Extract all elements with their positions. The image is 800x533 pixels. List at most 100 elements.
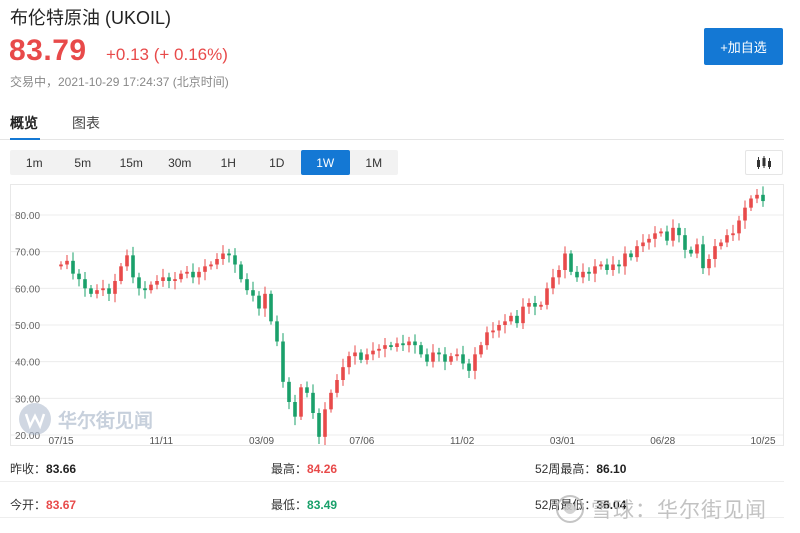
candle-body bbox=[341, 367, 345, 380]
high-stat: 最高：84.26 bbox=[271, 462, 338, 476]
prev-close-value: 83.66 bbox=[46, 462, 77, 476]
candle-body bbox=[515, 315, 519, 324]
candle-body bbox=[455, 354, 459, 357]
price-change: +0.13 (+ 0.16%) bbox=[106, 45, 228, 64]
candle-body bbox=[179, 273, 183, 280]
candle-body bbox=[527, 303, 531, 307]
y-tick-label: 20.00 bbox=[15, 431, 40, 442]
candle-body bbox=[485, 332, 489, 346]
high52-stat: 52周最高：86.10 bbox=[535, 462, 627, 476]
x-tick-label: 03/09 bbox=[249, 436, 274, 445]
range-1h[interactable]: 1H bbox=[220, 155, 236, 170]
y-tick-label: 60.00 bbox=[15, 284, 40, 295]
candle-body bbox=[257, 295, 261, 309]
candle-body bbox=[413, 341, 417, 346]
candle-body bbox=[77, 273, 81, 280]
candle-body bbox=[311, 392, 315, 413]
range-1m[interactable]: 1m bbox=[25, 155, 43, 170]
candle-body bbox=[617, 264, 621, 267]
candle-body bbox=[725, 235, 729, 243]
candle-body bbox=[119, 266, 123, 281]
y-tick-label: 30.00 bbox=[15, 394, 40, 405]
candle-body bbox=[581, 271, 585, 278]
candle-body bbox=[155, 281, 159, 285]
candle-body bbox=[491, 330, 495, 333]
candle-body bbox=[467, 363, 471, 371]
candle-body bbox=[215, 259, 219, 265]
range-1d[interactable]: 1D bbox=[269, 155, 285, 170]
candle-body bbox=[599, 264, 603, 267]
stats-row-1: 昨收：83.66 最高：84.26 52周最高：86.10 bbox=[0, 452, 784, 482]
wallstreetcn-logo-icon bbox=[19, 403, 51, 435]
candle-body bbox=[731, 233, 735, 236]
candle-body bbox=[761, 194, 765, 202]
candle-body bbox=[449, 356, 453, 362]
candle-body bbox=[521, 306, 525, 324]
candle-body bbox=[227, 253, 231, 256]
candle-body bbox=[329, 392, 333, 410]
candle-body bbox=[317, 413, 321, 437]
candle-body bbox=[713, 246, 717, 259]
candle-body bbox=[419, 345, 423, 355]
candle-body bbox=[401, 343, 405, 346]
range-1w[interactable]: 1W bbox=[301, 150, 350, 175]
candle-body bbox=[359, 352, 363, 360]
tab-chart[interactable]: 图表 bbox=[72, 115, 100, 131]
candle-body bbox=[167, 277, 171, 281]
candle-body bbox=[185, 271, 189, 274]
candle-body bbox=[431, 352, 435, 362]
range-5m[interactable]: 5m bbox=[74, 155, 92, 170]
range-30m[interactable]: 30m bbox=[168, 155, 192, 170]
candle-body bbox=[125, 255, 129, 267]
candle-body bbox=[305, 387, 309, 393]
candle-body bbox=[383, 345, 387, 349]
candle-body bbox=[233, 255, 237, 265]
add-to-watchlist-button[interactable]: +加自选 bbox=[704, 28, 783, 65]
range-1mo[interactable]: 1M bbox=[365, 155, 383, 170]
candle-body bbox=[587, 271, 591, 274]
candle-body bbox=[641, 242, 645, 247]
candle-body bbox=[605, 264, 609, 270]
candle-body bbox=[545, 288, 549, 305]
candle-body bbox=[569, 253, 573, 272]
candle-body bbox=[59, 264, 63, 267]
candle-body bbox=[197, 271, 201, 278]
candle-body bbox=[677, 227, 681, 236]
tab-overview[interactable]: 概览 bbox=[10, 115, 38, 131]
y-tick-label: 70.00 bbox=[15, 248, 40, 259]
candle-body bbox=[239, 264, 243, 280]
tab-bar: 概览 图表 bbox=[0, 110, 784, 140]
candle-body bbox=[629, 253, 633, 258]
candle-body bbox=[653, 233, 657, 239]
instrument-title: 布伦特原油 (UKOIL) bbox=[10, 8, 172, 28]
footer-watermark: 雪球：华尔街见闻 bbox=[555, 494, 767, 524]
candle-body bbox=[353, 352, 357, 357]
low52-value: 36.04 bbox=[596, 498, 627, 512]
x-tick-label: 03/01 bbox=[550, 436, 575, 445]
candle-body bbox=[689, 249, 693, 254]
chart-watermark: 华尔街见闻 bbox=[18, 402, 153, 436]
candle-body bbox=[743, 207, 747, 221]
price-chart[interactable]: 80.00 70.00 60.00 50.00 40.00 30.00 20.00 07/15… bbox=[10, 184, 784, 446]
footer-watermark-text: 雪球：华尔街见闻 bbox=[591, 499, 767, 522]
candle-body bbox=[269, 293, 273, 322]
candle-body bbox=[425, 354, 429, 362]
candle-body bbox=[395, 343, 399, 347]
candle-body bbox=[251, 290, 255, 296]
candle-body bbox=[407, 341, 411, 346]
low-stat: 最低：83.49 bbox=[271, 498, 338, 512]
candle-body bbox=[497, 325, 501, 331]
candle-body bbox=[83, 279, 87, 289]
chart-type-button[interactable] bbox=[745, 150, 783, 175]
candle-body bbox=[443, 354, 447, 362]
candle-body bbox=[245, 279, 249, 291]
low-value: 83.49 bbox=[307, 498, 338, 512]
last-price: 83.79 bbox=[9, 34, 87, 67]
candle-body bbox=[71, 260, 75, 274]
candle-body bbox=[593, 266, 597, 274]
time-range-selector: 1m 5m 15m 30m 1H 1D 1W 1M bbox=[10, 150, 398, 175]
range-15m[interactable]: 15m bbox=[119, 155, 143, 170]
candle-body bbox=[557, 270, 561, 278]
candle-body bbox=[659, 231, 663, 234]
candle-body bbox=[551, 277, 555, 289]
